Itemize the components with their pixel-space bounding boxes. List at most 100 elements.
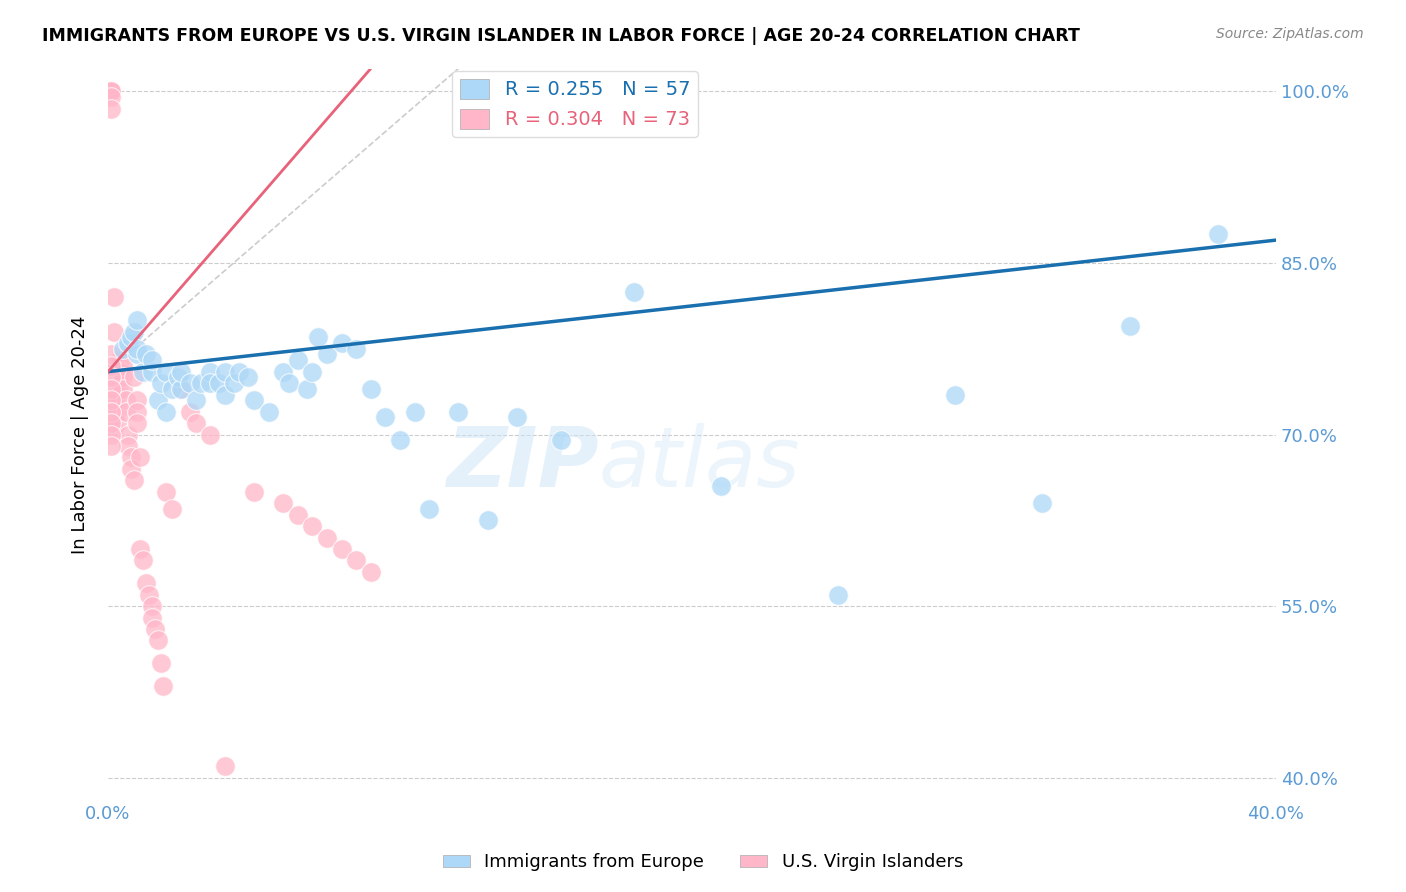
Point [105, 405, 128, 419]
Point [103, 325, 125, 339]
Point [103, 376, 125, 390]
Point [100, 102, 122, 116]
Point [100, 427, 122, 442]
Point [184, 393, 207, 408]
Point [506, 410, 529, 425]
Point [100, 84, 122, 98]
Point [149, 657, 172, 671]
Point [236, 370, 259, 384]
Point [117, 336, 139, 351]
Point [243, 393, 266, 408]
Point [100, 393, 122, 408]
Point [307, 330, 329, 344]
Point [330, 541, 353, 556]
Point [100, 382, 122, 396]
Point [129, 541, 152, 556]
Point [100, 405, 122, 419]
Point [127, 405, 149, 419]
Point [141, 353, 163, 368]
Point [103, 290, 125, 304]
Point [132, 365, 155, 379]
Point [271, 496, 294, 510]
Point [301, 519, 323, 533]
Point [100, 84, 122, 98]
Point [117, 439, 139, 453]
Point [198, 365, 221, 379]
Point [623, 285, 645, 299]
Point [228, 365, 250, 379]
Point [404, 405, 426, 419]
Point [122, 325, 145, 339]
Point [149, 376, 172, 390]
Point [127, 347, 149, 361]
Legend: R = 0.255   N = 57, R = 0.304   N = 73: R = 0.255 N = 57, R = 0.304 N = 73 [453, 71, 697, 137]
Point [141, 599, 163, 614]
Point [214, 759, 236, 773]
Point [184, 416, 207, 430]
Point [111, 382, 134, 396]
Point [103, 365, 125, 379]
Point [198, 376, 221, 390]
Point [111, 370, 134, 384]
Point [108, 365, 131, 379]
Point [122, 473, 145, 487]
Point [105, 365, 128, 379]
Point [214, 365, 236, 379]
Point [127, 393, 149, 408]
Point [167, 370, 190, 384]
Point [103, 422, 125, 436]
Point [100, 359, 122, 373]
Point [100, 84, 122, 98]
Point [141, 365, 163, 379]
Point [214, 387, 236, 401]
Point [127, 342, 149, 356]
Point [477, 513, 499, 527]
Point [170, 382, 193, 396]
Point [127, 313, 149, 327]
Point [418, 502, 440, 516]
Point [143, 622, 166, 636]
Text: ZIP: ZIP [446, 424, 599, 504]
Point [120, 450, 142, 465]
Legend: Immigrants from Europe, U.S. Virgin Islanders: Immigrants from Europe, U.S. Virgin Isla… [436, 847, 970, 879]
Point [114, 405, 136, 419]
Point [146, 393, 169, 408]
Point [278, 376, 301, 390]
Point [550, 434, 572, 448]
Point [127, 416, 149, 430]
Point [105, 387, 128, 401]
Point [100, 90, 122, 104]
Point [287, 508, 309, 522]
Point [160, 502, 183, 516]
Point [138, 588, 160, 602]
Point [129, 450, 152, 465]
Point [190, 376, 212, 390]
Point [100, 347, 122, 361]
Point [146, 633, 169, 648]
Point [114, 393, 136, 408]
Point [208, 376, 231, 390]
Text: Source: ZipAtlas.com: Source: ZipAtlas.com [1216, 27, 1364, 41]
Point [344, 553, 367, 567]
Point [100, 84, 122, 98]
Point [360, 382, 382, 396]
Point [222, 376, 245, 390]
Point [155, 365, 177, 379]
Point [179, 405, 201, 419]
Y-axis label: In Labor Force | Age 20-24: In Labor Force | Age 20-24 [72, 316, 89, 554]
Point [271, 365, 294, 379]
Text: atlas: atlas [599, 424, 800, 504]
Point [105, 376, 128, 390]
Point [287, 353, 309, 368]
Point [344, 342, 367, 356]
Point [100, 416, 122, 430]
Point [1031, 496, 1053, 510]
Point [295, 382, 318, 396]
Point [105, 416, 128, 430]
Point [152, 679, 174, 693]
Point [170, 365, 193, 379]
Point [160, 382, 183, 396]
Point [100, 370, 122, 384]
Point [388, 434, 411, 448]
Point [108, 353, 131, 368]
